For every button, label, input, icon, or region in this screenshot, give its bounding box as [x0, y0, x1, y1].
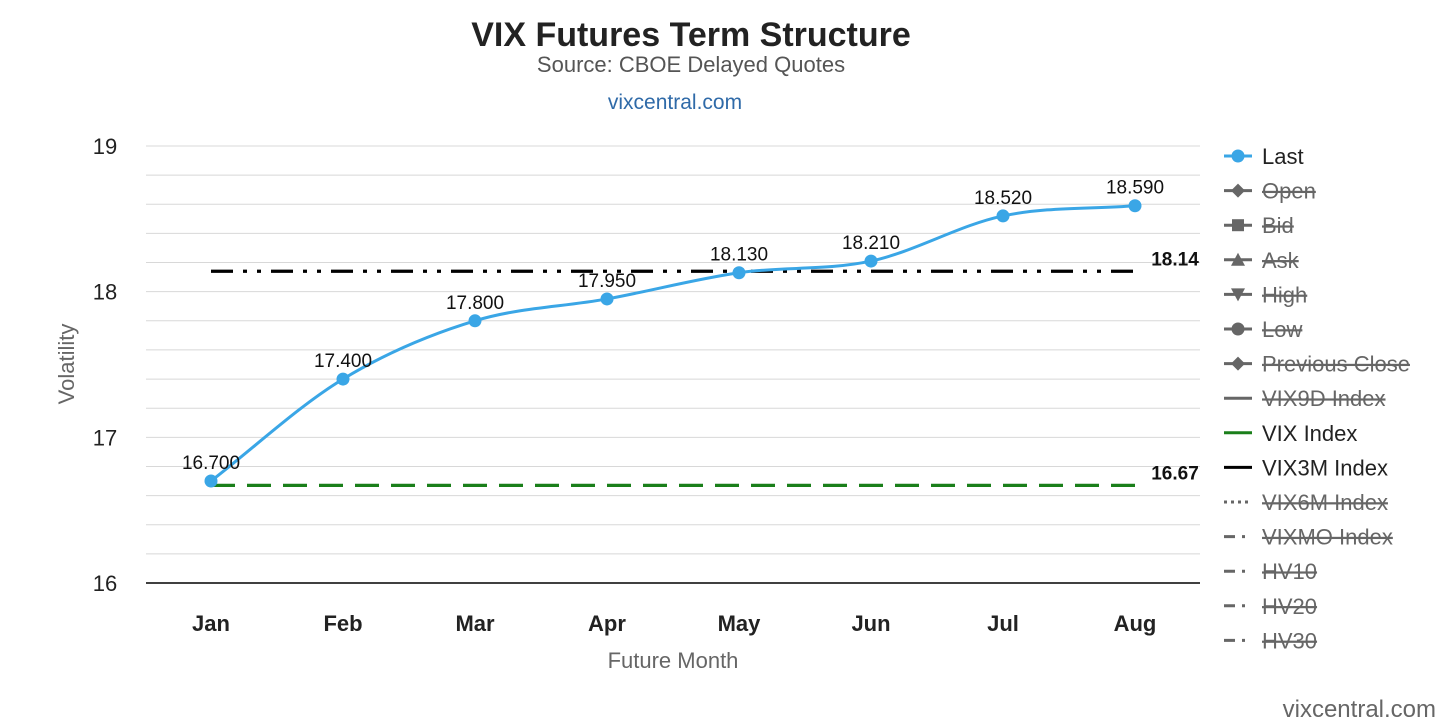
legend-label: VIX6M Index	[1262, 490, 1388, 515]
legend-item[interactable]: High	[1224, 282, 1307, 307]
legend-label: HV20	[1262, 594, 1317, 619]
legend-item[interactable]: Previous Close	[1224, 352, 1410, 377]
legend-marker	[1231, 356, 1245, 371]
data-label: 18.130	[710, 245, 768, 266]
legend-item[interactable]: Bid	[1224, 213, 1294, 238]
legend-item[interactable]: VIX Index	[1224, 421, 1357, 446]
legend-marker	[1231, 252, 1245, 266]
x-tick-label: Feb	[323, 611, 362, 636]
legend-item[interactable]: Last	[1224, 144, 1304, 169]
series-line-last	[210, 204, 1136, 483]
data-point[interactable]	[468, 314, 482, 328]
legend-item[interactable]: Ask	[1224, 248, 1300, 273]
reference-lines: 18.14 16.67	[211, 249, 1199, 488]
legend-label: VIX Index	[1262, 421, 1357, 446]
x-tick-label: May	[718, 611, 762, 636]
data-label: 18.590	[1106, 178, 1164, 199]
y-tick-label: 18	[93, 280, 117, 305]
data-point[interactable]	[996, 209, 1010, 223]
credit-text: vixcentral.com	[1283, 696, 1436, 723]
source-link[interactable]: vixcentral.com	[608, 91, 742, 114]
legend-label: HV10	[1262, 559, 1317, 584]
legend-marker	[1231, 183, 1245, 198]
data-label: 17.800	[446, 293, 504, 314]
legend-marker	[1231, 322, 1245, 336]
legend-item[interactable]: HV10	[1224, 559, 1317, 584]
legend-item[interactable]: VIXMO Index	[1224, 525, 1393, 550]
legend-label: VIX3M Index	[1262, 455, 1388, 480]
legend-item[interactable]: VIX6M Index	[1224, 490, 1388, 515]
x-tick-label: Jan	[192, 611, 230, 636]
legend-item[interactable]: VIX3M Index	[1224, 455, 1388, 480]
data-label: 18.520	[974, 188, 1032, 209]
chart-title: VIX Futures Term Structure	[471, 16, 911, 54]
legend-item[interactable]: VIX9D Index	[1224, 386, 1386, 411]
x-axis-ticks: Jan Feb Mar Apr May Jun Jul Aug	[192, 611, 1156, 636]
legend-label: HV30	[1262, 628, 1317, 653]
legend-marker	[1231, 288, 1245, 302]
legend-label: High	[1262, 282, 1307, 307]
legend-item[interactable]: Low	[1224, 317, 1302, 342]
legend-label: Open	[1262, 179, 1316, 204]
data-point[interactable]	[864, 254, 878, 268]
y-tick-label: 17	[93, 425, 117, 450]
data-label: 18.210	[842, 233, 900, 254]
y-tick-label: 16	[93, 571, 117, 596]
x-tick-label: Aug	[1114, 611, 1157, 636]
data-point[interactable]	[336, 372, 350, 386]
y-axis-label: Volatility	[54, 324, 79, 405]
x-tick-label: Jun	[851, 611, 890, 636]
legend-label: VIX9D Index	[1262, 386, 1386, 411]
x-tick-label: Jul	[987, 611, 1019, 636]
data-point[interactable]	[1128, 199, 1142, 213]
legend-label: Low	[1262, 317, 1302, 342]
legend-marker	[1232, 219, 1244, 232]
legend-item[interactable]: HV20	[1224, 594, 1317, 619]
legend-item[interactable]: HV30	[1224, 628, 1317, 653]
data-point[interactable]	[600, 292, 614, 306]
chart-subtitle: Source: CBOE Delayed Quotes	[537, 52, 845, 77]
x-tick-label: Mar	[455, 611, 495, 636]
legend-label: Last	[1262, 144, 1304, 169]
grid-lines	[146, 145, 1200, 584]
reference-line-label: 16.67	[1151, 463, 1199, 484]
data-point[interactable]	[204, 474, 218, 488]
y-axis-ticks: 16 17 18 19	[93, 134, 117, 596]
x-tick-label: Apr	[588, 611, 626, 636]
x-axis-label: Future Month	[608, 648, 739, 673]
reference-line-label: 18.14	[1151, 249, 1199, 270]
legend: Last Open Bid Ask High Low Previous Close VIX9D…	[1224, 144, 1410, 653]
data-label: 17.950	[578, 271, 636, 292]
data-label: 16.700	[182, 453, 240, 474]
legend-label: Previous Close	[1262, 352, 1410, 377]
series-last: 16.700 17.400 17.800 17.950 18.130 18.210 18.5…	[182, 178, 1164, 488]
legend-label: VIXMO Index	[1262, 525, 1393, 550]
data-label: 17.400	[314, 351, 372, 372]
legend-item[interactable]: Open	[1224, 179, 1316, 204]
data-point[interactable]	[732, 266, 746, 280]
legend-label: Ask	[1262, 248, 1300, 273]
legend-marker	[1231, 149, 1245, 163]
legend-label: Bid	[1262, 213, 1294, 238]
y-tick-label: 19	[93, 134, 117, 159]
